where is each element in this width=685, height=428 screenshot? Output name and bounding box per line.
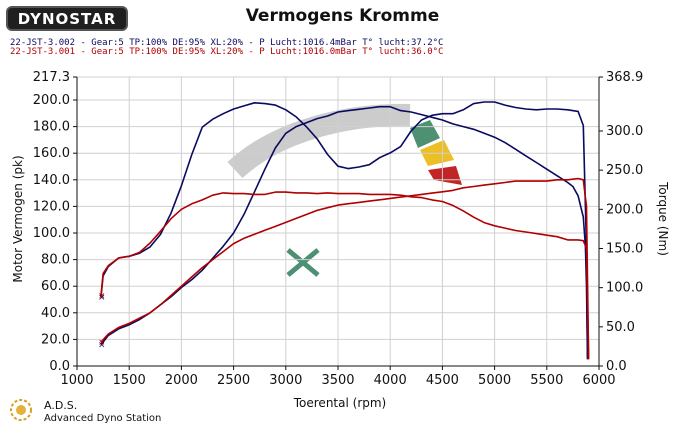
y-tick-label: 180.0 [33,120,70,135]
x-tick-label: 2500 [217,373,250,388]
y2-tick-label: 250.0 [606,163,643,178]
chart-axes: 1000 1500 2000 2500 3000 3500 4000 4500 5000 5500… [33,70,643,388]
series-line-2 [100,101,589,359]
y2-tick-label: 150.0 [606,241,643,256]
y2-axis-label: Torque (Nm) [656,181,670,256]
y-tick-label: 160.0 [33,146,70,161]
footer-subtitle: Advanced Dyno Station [44,413,162,424]
y2-tick-label: 300.0 [606,124,643,139]
x-tick-label: 3000 [269,373,302,388]
watermark-logo [227,103,462,277]
y2-tick-label: 0.0 [606,359,627,374]
x-tick-label: 2000 [165,373,198,388]
x-tick-label: 6000 [582,373,615,388]
chart-grid [76,76,600,367]
chart-series: ×××× [98,101,590,360]
series-start-marker: × [98,293,106,303]
x-tick-label: 4000 [374,373,407,388]
y-tick-label: 80.0 [41,253,70,268]
x-axis-label: Toerental (rpm) [293,396,386,410]
series-start-marker: × [98,341,106,351]
series-line-1 [100,105,589,360]
y-tick-label: 120.0 [33,199,70,214]
y-tick-label: 0.0 [49,359,70,374]
y-tick-label: 100.0 [33,226,70,241]
x-tick-label: 1000 [60,373,93,388]
y2-tick-label: 200.0 [606,202,643,217]
footer-brand: A.D.S. [44,399,78,412]
y-axis-label: Motor Vermogen (pk) [11,155,25,282]
logo-text: DYNOSTAR [17,9,117,28]
dynostar-logo: DYNOSTAR [6,6,128,31]
x-tick-label: 1500 [113,373,146,388]
x-tick-label: 5500 [530,373,563,388]
y-tick-label: 200.0 [33,93,70,108]
y2-tick-label: 50.0 [606,320,635,335]
watermark-gauge-red [428,166,462,185]
x-tick-label: 4500 [426,373,459,388]
watermark-gauge-arc [227,103,411,179]
series-start-marker: × [98,338,106,348]
series-line-3 [100,177,590,360]
y-tick-label: 20.0 [41,332,70,347]
x-tick-label: 5000 [478,373,511,388]
legend-entry-run-1: 22-JST-3.002 - Gear:5 TP:100% DE:95% XL:… [10,38,444,48]
watermark-x-mark [286,248,320,277]
ads-logo-icon [10,399,32,421]
y-tick-label: 60.0 [41,279,70,294]
series-start-marker: × [98,291,106,301]
y-tick-label: 217.3 [33,70,70,85]
series-line-4 [100,191,590,359]
chart-title: Vermogens Kromme [245,6,440,26]
y2-tick-label: 100.0 [606,281,643,296]
y-tick-label: 40.0 [41,306,70,321]
y2-tick-label: 368.9 [606,70,643,85]
x-tick-label: 3500 [321,373,354,388]
legend-entry-run-2: 22-JST-3.001 - Gear:5 TP:100% DE:95% XL:… [10,47,444,57]
y-tick-label: 140.0 [33,173,70,188]
